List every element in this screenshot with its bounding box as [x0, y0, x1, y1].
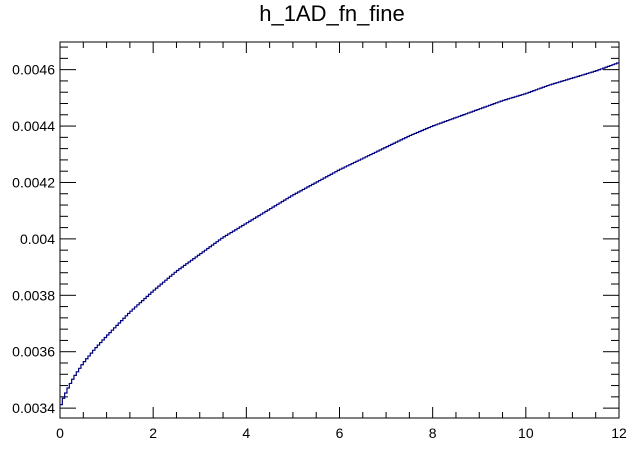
x-tick-label: 8	[429, 425, 437, 441]
x-tick-label: 10	[518, 425, 534, 441]
x-tick-label: 2	[149, 425, 157, 441]
plot-frame	[59, 41, 620, 419]
x-axis: 0 2 4 6 8 10 12	[56, 42, 627, 441]
y-tick-label: 0.0044	[12, 118, 55, 134]
series-line-0	[60, 62, 619, 406]
y-tick-label: 0.004	[20, 231, 55, 247]
y-axis: 0.0034 0.0036 0.0038 0.004 0.0042 0.0044 0.004…	[12, 46, 619, 416]
data-series	[60, 62, 619, 406]
x-tick-label: 4	[242, 425, 250, 441]
y-tick-label: 0.0038	[12, 287, 55, 303]
x-tick-label: 6	[336, 425, 344, 441]
y-tick-label: 0.0046	[12, 62, 55, 78]
y-tick-label: 0.0034	[12, 400, 55, 416]
x-tick-label: 12	[611, 425, 627, 441]
x-tick-label: 0	[56, 425, 64, 441]
y-tick-label: 0.0042	[12, 174, 55, 190]
y-tick-label: 0.0036	[12, 344, 55, 360]
chart-title: h_1AD_fn_fine	[259, 1, 405, 26]
